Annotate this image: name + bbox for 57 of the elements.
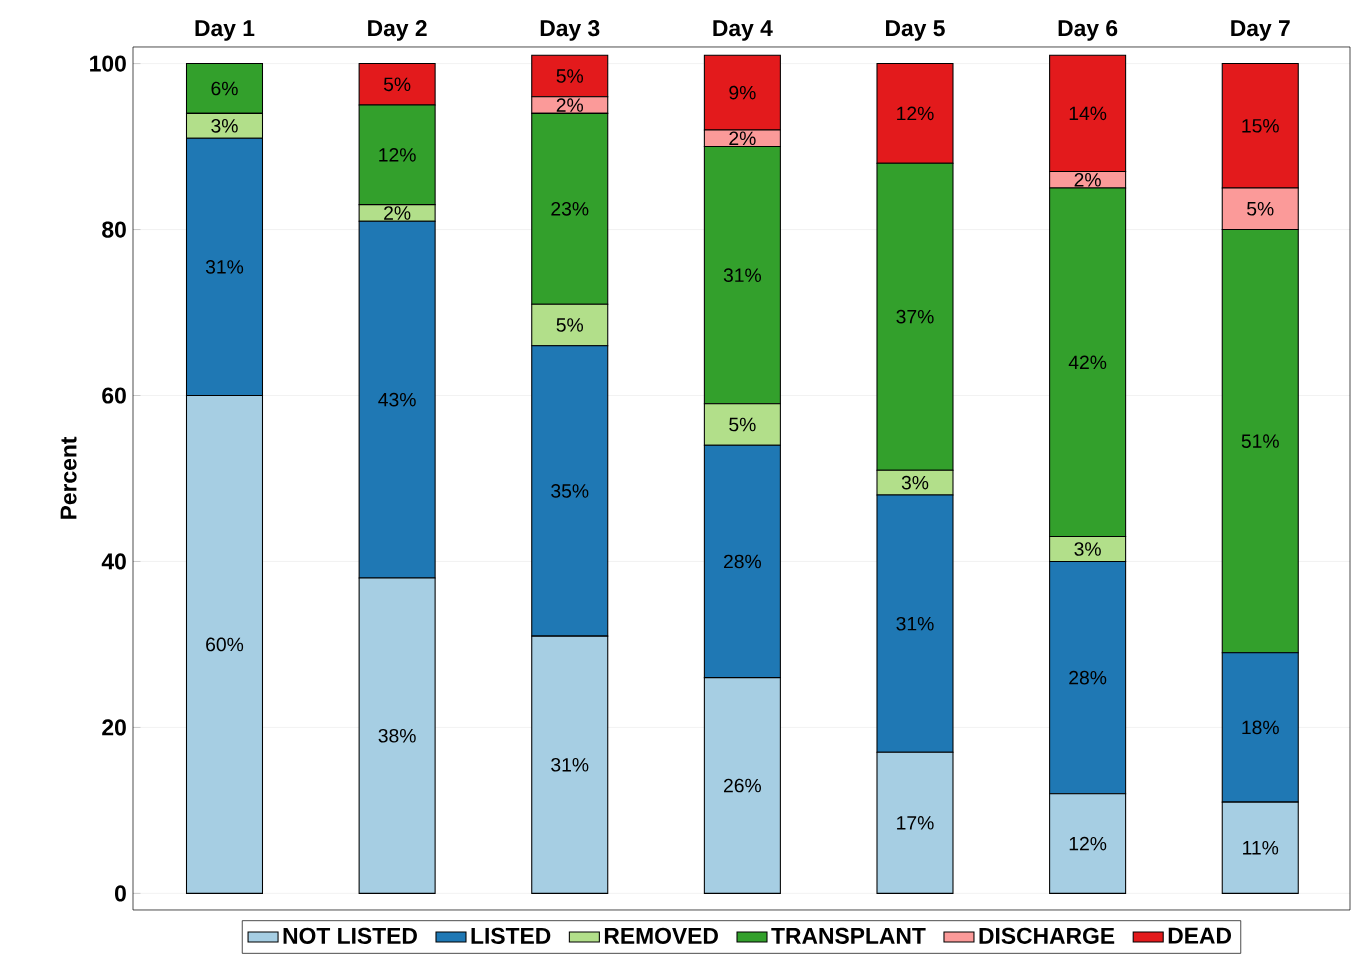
- data-label: 2%: [1074, 172, 1101, 187]
- x-tick-label: Day 4: [713, 20, 773, 41]
- data-label: 3%: [211, 118, 238, 133]
- data-label: 51%: [1241, 434, 1279, 448]
- y-tick-label: 0: [115, 885, 126, 902]
- data-label: 37%: [896, 309, 934, 324]
- data-label: 18%: [1242, 720, 1279, 735]
- legend-label: REMOVED: [604, 927, 718, 944]
- data-label: 28%: [723, 554, 761, 569]
- data-label: 2%: [384, 206, 411, 220]
- data-label: 12%: [379, 148, 416, 162]
- data-label: 31%: [896, 616, 934, 631]
- y-tick-label: 20: [102, 719, 126, 736]
- y-tick-label: 100: [90, 55, 126, 72]
- data-label: 42%: [1068, 355, 1107, 370]
- x-tick-label: Day 3: [540, 20, 600, 41]
- data-label: 35%: [551, 484, 589, 498]
- data-label: 2%: [729, 131, 756, 146]
- data-label: 38%: [378, 728, 416, 743]
- data-label: 9%: [729, 85, 756, 100]
- x-tick-label: Day 7: [1231, 20, 1290, 41]
- data-label: 28%: [1069, 670, 1107, 685]
- data-label: 11%: [1243, 841, 1279, 855]
- data-label: 31%: [723, 268, 761, 283]
- y-tick-label: 60: [102, 387, 126, 404]
- x-tick-label: Day 2: [368, 20, 427, 41]
- y-tick-label: 40: [101, 553, 126, 570]
- data-label: 5%: [556, 318, 584, 332]
- x-tick-label: Day 5: [886, 20, 945, 41]
- data-label: 31%: [551, 757, 589, 772]
- x-tick-label: Day 6: [1058, 20, 1118, 41]
- data-label: 17%: [897, 816, 934, 830]
- data-label: 15%: [1242, 119, 1279, 133]
- data-label: 2%: [556, 98, 584, 112]
- legend-label: NOT LISTED: [283, 927, 417, 944]
- y-tick-label: 80: [102, 221, 126, 238]
- data-label: 60%: [206, 637, 244, 652]
- data-label: 5%: [729, 417, 756, 432]
- data-label: 6%: [211, 81, 238, 96]
- legend-label: DISCHARGE: [979, 927, 1115, 944]
- data-label: 14%: [1069, 106, 1107, 121]
- data-label: 5%: [1247, 202, 1274, 216]
- data-label: 12%: [897, 106, 934, 121]
- data-label: 26%: [723, 778, 761, 793]
- data-label: 3%: [901, 475, 929, 490]
- data-label: 5%: [556, 69, 584, 83]
- x-tick-label: Day 1: [195, 20, 255, 41]
- legend-label: TRANSPLANT: [771, 927, 926, 944]
- data-label: 5%: [383, 77, 411, 92]
- data-label: 23%: [551, 201, 589, 216]
- data-label: 3%: [1074, 542, 1101, 556]
- data-label: 43%: [378, 392, 416, 407]
- data-label: 12%: [1069, 836, 1107, 851]
- y-axis-title: Percent: [60, 436, 77, 519]
- data-label: 31%: [205, 260, 244, 274]
- legend-label: DEAD: [1168, 927, 1231, 944]
- legend-label: LISTED: [471, 927, 551, 944]
